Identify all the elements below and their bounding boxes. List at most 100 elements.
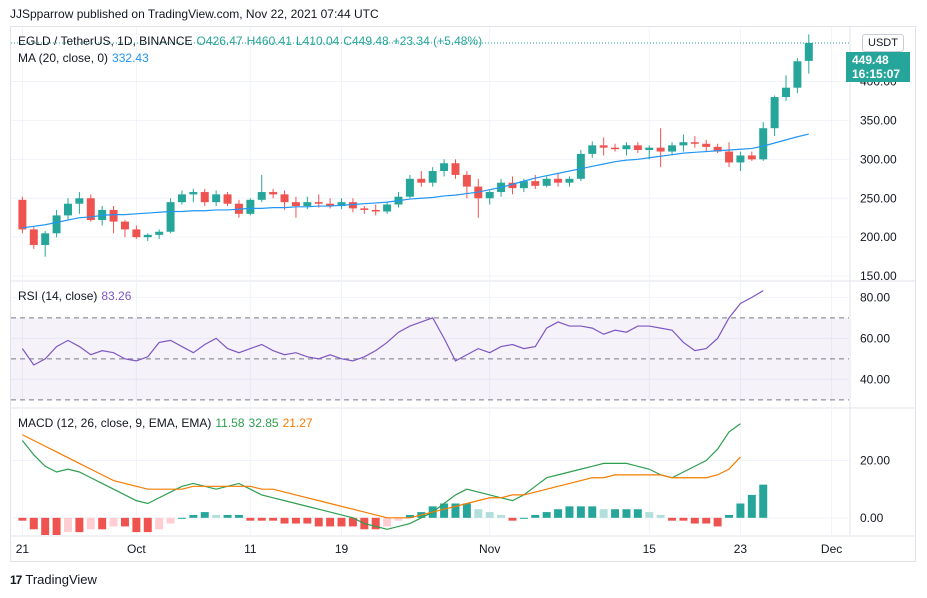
x-tick-label: Nov: [479, 542, 500, 556]
candle-body: [451, 163, 460, 175]
macd-histogram-bar: [474, 509, 483, 518]
candle-body: [531, 181, 540, 186]
candle-body: [337, 202, 346, 207]
candle-body: [519, 181, 528, 189]
candle-body: [63, 203, 72, 216]
candle-body: [508, 182, 517, 189]
macd-histogram-bar: [257, 517, 266, 521]
candle-body: [86, 198, 95, 221]
candle-body: [690, 142, 699, 144]
macd-value: 11.58: [215, 416, 245, 430]
candle-body: [804, 42, 813, 61]
candle-body: [303, 202, 312, 207]
candle-body: [52, 215, 61, 234]
macd-histogram-bar: [759, 484, 768, 518]
last-price-tag: 449.48 16:15:07: [846, 52, 910, 82]
macd-histogram-bar: [75, 517, 84, 533]
macd-histogram-bar: [588, 506, 597, 518]
candle-body: [668, 145, 677, 152]
macd-label: MACD (12, 26, close, 9, EMA, EMA): [18, 416, 212, 430]
rsi-label: RSI (14, close): [18, 289, 98, 303]
macd-histogram-bar: [725, 514, 734, 518]
candle-body: [314, 202, 323, 204]
macd-tick-label: 0.00: [860, 511, 884, 525]
macd-histogram-bar: [497, 514, 506, 518]
macd-histogram-bar: [565, 506, 574, 518]
candle-body: [713, 146, 722, 152]
macd-histogram-bar: [736, 503, 745, 518]
candle-body: [155, 231, 164, 235]
price-tick-label: 250.00: [860, 191, 897, 205]
macd-histogram-bar: [394, 517, 403, 521]
macd-histogram-bar: [348, 517, 357, 527]
rsi-value: 83.26: [101, 289, 132, 303]
macd-histogram-bar: [485, 512, 494, 518]
open-value: O426.47: [196, 34, 243, 48]
x-tick-label: 23: [734, 542, 748, 556]
candle-body: [200, 192, 209, 203]
macd-histogram-bar: [679, 517, 688, 521]
rsi-tick-label: 80.00: [860, 290, 890, 304]
macd-histogram-bar: [668, 517, 677, 521]
candle-body: [485, 192, 494, 199]
macd-histogram-bar: [132, 517, 141, 533]
macd-histogram-bar: [86, 517, 95, 530]
macd-legend: MACD (12, 26, close, 9, EMA, EMA) 11.58 32…: [18, 416, 317, 430]
candle-body: [633, 145, 642, 150]
macd-histogram-bar: [576, 506, 585, 518]
rsi-line: [21, 290, 764, 366]
macd-histogram-bar: [337, 517, 346, 527]
candle-body: [383, 204, 392, 212]
x-tick-label: 21: [16, 542, 30, 556]
candle-body: [29, 229, 38, 245]
macd-histogram-bar: [143, 517, 152, 533]
macd-histogram-bar: [212, 514, 221, 518]
chart-frame: [10, 26, 916, 562]
signal-line: [22, 434, 741, 519]
candle-body: [257, 192, 266, 200]
candle-body: [132, 229, 141, 238]
macd-histogram-bar: [41, 517, 50, 535]
macd-histogram-bar: [280, 517, 289, 524]
macd-histogram-bar: [371, 517, 380, 530]
macd-histogram-bar: [519, 517, 528, 519]
candle-body: [75, 198, 84, 204]
rsi-tick-label: 40.00: [860, 372, 890, 386]
candle-body: [440, 163, 449, 172]
candle-body: [702, 143, 711, 147]
macd-histogram-bar: [98, 517, 107, 530]
candle-body: [246, 199, 255, 214]
candle-body: [360, 208, 369, 210]
macd-histogram-bar: [177, 517, 186, 519]
candle-body: [417, 178, 426, 183]
macd-histogram-bar: [29, 517, 38, 530]
currency-button[interactable]: USDT: [862, 34, 904, 52]
candle-body: [405, 178, 414, 197]
macd-tick-label: 20.00: [860, 454, 890, 468]
macd-histogram-bar: [611, 509, 620, 518]
macd-histogram-bar: [189, 514, 198, 518]
macd-line: [21, 423, 741, 530]
candle-body: [41, 233, 50, 245]
macd-histogram-bar: [314, 517, 323, 527]
macd-histogram-bar: [269, 517, 278, 521]
candle-body: [212, 194, 221, 203]
candle-body: [428, 171, 437, 183]
candle-body: [576, 153, 585, 179]
candle-body: [143, 234, 152, 238]
candle-body: [120, 221, 129, 230]
macd-histogram-bar: [542, 512, 551, 518]
macd-histogram-bar: [554, 509, 563, 518]
footer[interactable]: 17 TradingView: [10, 572, 97, 587]
macd-histogram-bar: [120, 517, 129, 527]
candle-body: [177, 194, 186, 203]
ma-line: [22, 133, 809, 229]
footer-brand: TradingView: [25, 572, 97, 587]
candle-body: [599, 145, 608, 148]
macd-histogram-bar: [702, 517, 711, 524]
symbol-label: EGLD / TetherUS, 1D, BINANCE: [18, 34, 193, 48]
macd-histogram-bar: [246, 517, 255, 521]
macd-histogram-bar: [440, 503, 449, 518]
macd-histogram-bar: [656, 514, 665, 518]
